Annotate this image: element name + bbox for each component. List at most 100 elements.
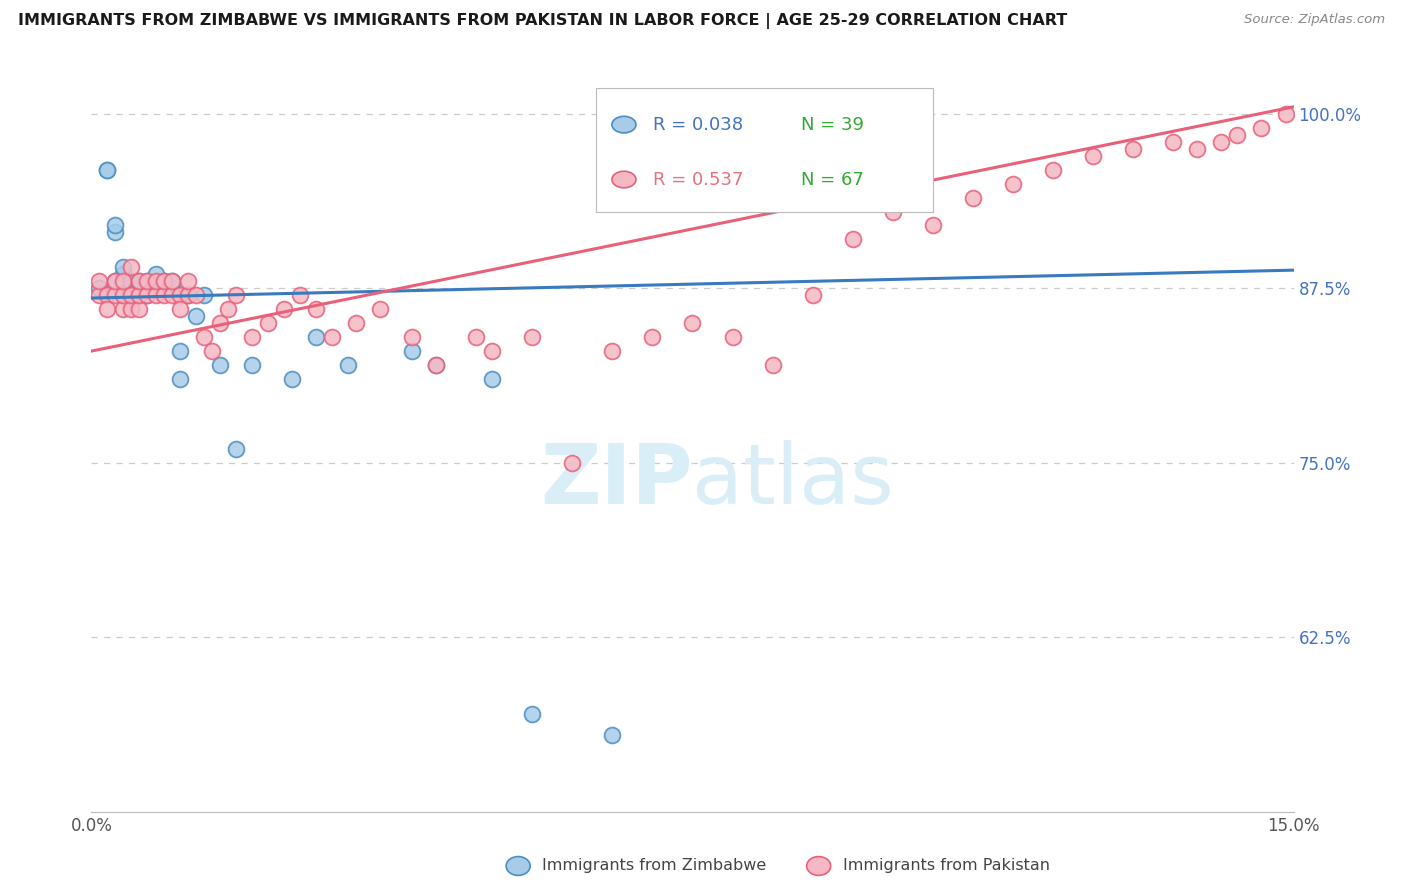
Point xyxy=(121,288,143,302)
Point xyxy=(336,358,359,372)
Point xyxy=(112,260,135,275)
Point xyxy=(425,358,447,372)
Point xyxy=(1226,128,1249,142)
Point xyxy=(401,344,423,359)
Point xyxy=(193,330,215,344)
Point xyxy=(128,281,150,295)
Point xyxy=(225,288,247,302)
Point xyxy=(481,372,503,386)
Point xyxy=(104,274,127,288)
Point xyxy=(160,274,183,288)
Point xyxy=(89,274,111,288)
Point xyxy=(201,344,224,359)
Point xyxy=(104,288,127,302)
Point xyxy=(96,302,118,317)
Point xyxy=(152,274,174,288)
Point xyxy=(121,260,143,275)
Point xyxy=(1211,135,1233,149)
Point xyxy=(112,302,135,317)
Point xyxy=(721,330,744,344)
Point xyxy=(1122,142,1144,156)
Point xyxy=(1163,135,1185,149)
Point xyxy=(145,268,167,282)
Text: Immigrants from Zimbabwe: Immigrants from Zimbabwe xyxy=(543,858,766,873)
Point xyxy=(602,344,624,359)
Text: IMMIGRANTS FROM ZIMBABWE VS IMMIGRANTS FROM PAKISTAN IN LABOR FORCE | AGE 25-29 : IMMIGRANTS FROM ZIMBABWE VS IMMIGRANTS F… xyxy=(18,13,1067,29)
Point xyxy=(841,232,863,246)
Point xyxy=(305,330,328,344)
Point xyxy=(425,358,447,372)
Point xyxy=(368,302,391,317)
Point xyxy=(136,288,159,302)
Point xyxy=(176,288,198,302)
Point xyxy=(1001,177,1024,191)
Point xyxy=(112,288,135,302)
Text: Source: ZipAtlas.com: Source: ZipAtlas.com xyxy=(1244,13,1385,27)
Point xyxy=(152,288,174,302)
Point xyxy=(641,330,664,344)
Point xyxy=(681,316,703,330)
Point xyxy=(465,330,488,344)
Point xyxy=(136,274,159,288)
Point xyxy=(184,309,207,323)
Point xyxy=(112,268,135,282)
Point xyxy=(184,288,207,302)
Point xyxy=(1250,120,1272,135)
Point xyxy=(169,302,191,317)
Point xyxy=(169,372,191,386)
Point xyxy=(160,281,183,295)
Point xyxy=(522,330,544,344)
Point xyxy=(922,219,945,233)
Point xyxy=(321,330,343,344)
Point xyxy=(561,456,583,470)
Point xyxy=(128,288,150,302)
Point xyxy=(288,288,311,302)
Point xyxy=(104,219,127,233)
Text: R = 0.038: R = 0.038 xyxy=(652,116,742,134)
Point xyxy=(89,281,111,295)
FancyBboxPatch shape xyxy=(596,88,934,212)
Point xyxy=(145,281,167,295)
Point xyxy=(273,302,295,317)
Point xyxy=(176,274,198,288)
Point xyxy=(128,274,150,288)
Point xyxy=(1187,142,1209,156)
Point xyxy=(602,728,624,742)
Point xyxy=(305,302,328,317)
Point xyxy=(152,281,174,295)
Point xyxy=(121,274,143,288)
Point xyxy=(176,288,198,302)
Point xyxy=(1042,162,1064,177)
Text: ZIP: ZIP xyxy=(540,440,692,521)
Point xyxy=(145,288,167,302)
Point xyxy=(112,288,135,302)
Point xyxy=(152,274,174,288)
Text: N = 39: N = 39 xyxy=(800,116,863,134)
Point xyxy=(160,274,183,288)
Point xyxy=(208,358,231,372)
Text: N = 67: N = 67 xyxy=(800,170,863,188)
Ellipse shape xyxy=(612,171,636,188)
Point xyxy=(256,316,278,330)
Point xyxy=(882,204,904,219)
Point xyxy=(801,288,824,302)
Point xyxy=(217,302,239,317)
Ellipse shape xyxy=(807,856,831,875)
Point xyxy=(96,162,118,177)
Point xyxy=(128,288,150,302)
Point xyxy=(121,302,143,317)
Point xyxy=(344,316,367,330)
Point xyxy=(89,288,111,302)
Point xyxy=(193,288,215,302)
Ellipse shape xyxy=(506,856,530,875)
Point xyxy=(160,288,183,302)
Point xyxy=(96,162,118,177)
Point xyxy=(128,274,150,288)
Text: R = 0.537: R = 0.537 xyxy=(652,170,744,188)
Text: Immigrants from Pakistan: Immigrants from Pakistan xyxy=(842,858,1050,873)
Point xyxy=(1083,149,1105,163)
Point xyxy=(962,190,984,204)
Point xyxy=(240,330,263,344)
Point xyxy=(240,358,263,372)
Text: atlas: atlas xyxy=(692,440,894,521)
